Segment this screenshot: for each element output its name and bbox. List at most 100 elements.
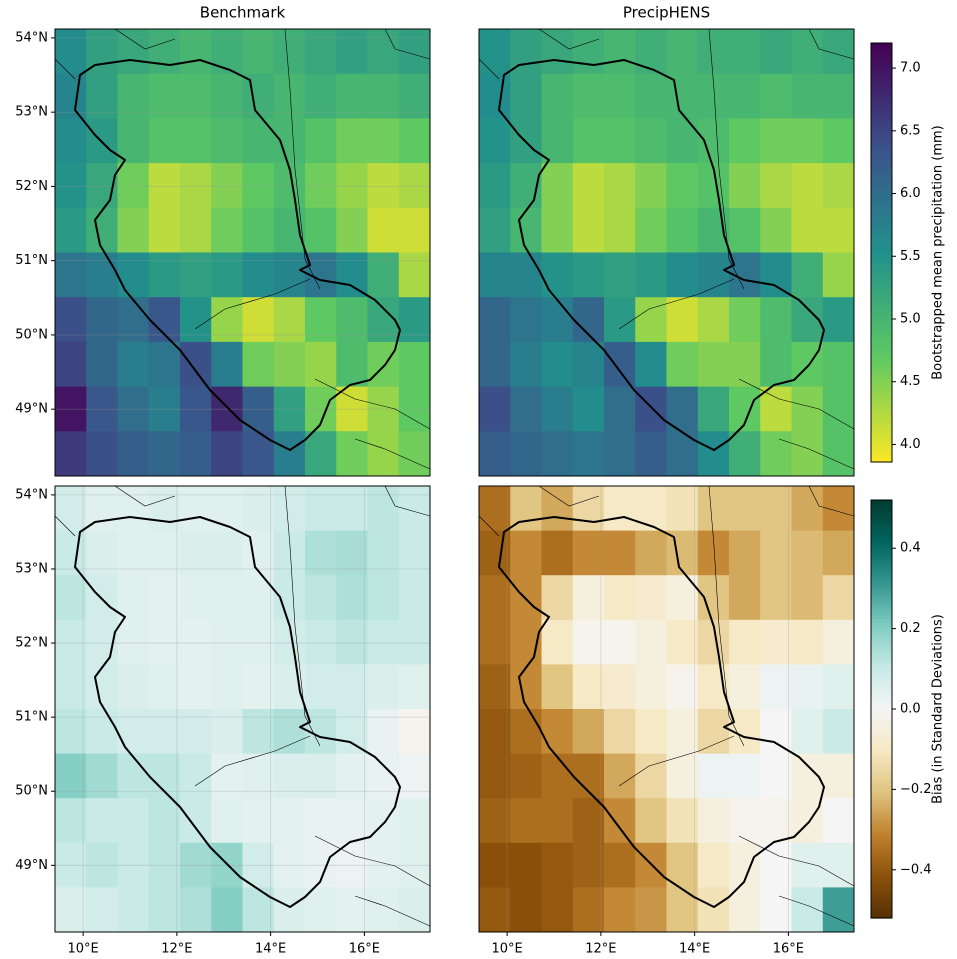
cell	[666, 798, 699, 844]
colorbar-step	[871, 541, 892, 546]
cell	[398, 386, 431, 432]
cell	[367, 798, 400, 844]
cell	[697, 431, 730, 477]
cell	[86, 753, 118, 799]
colorbar-step	[871, 371, 892, 376]
colorbar-step	[871, 63, 892, 69]
colorbar-step	[871, 455, 892, 460]
colorbar-step	[871, 88, 892, 93]
colorbar-step	[871, 399, 892, 404]
cell	[666, 163, 699, 209]
cell	[180, 207, 212, 253]
cell	[479, 29, 511, 75]
cell	[336, 252, 368, 298]
cell	[117, 386, 150, 432]
cell	[117, 252, 150, 298]
cell	[541, 297, 574, 343]
cell	[211, 73, 243, 119]
colorbar-step	[871, 123, 892, 128]
colorbar-step	[871, 182, 892, 187]
cell	[242, 619, 275, 665]
cell	[148, 798, 181, 844]
colorbar-step	[871, 325, 892, 330]
cell	[273, 341, 306, 388]
cell	[760, 664, 792, 710]
cell	[729, 297, 761, 343]
cell	[822, 664, 855, 710]
cell	[760, 386, 792, 432]
colorbar-step	[871, 186, 892, 191]
cell	[398, 709, 431, 755]
panel	[479, 29, 855, 477]
cell	[336, 709, 368, 755]
cell	[398, 431, 431, 477]
cell	[305, 530, 337, 576]
cell	[729, 29, 761, 75]
colorbar-step	[871, 702, 892, 707]
x-tick-label: 10°E	[491, 942, 522, 957]
cell	[666, 575, 699, 621]
colorbar-step	[871, 119, 892, 124]
cell	[510, 709, 542, 755]
colorbar-step	[871, 639, 892, 644]
colorbar-step	[871, 904, 892, 909]
colorbar-step	[871, 262, 892, 268]
cell	[541, 887, 574, 933]
colorbar-step	[871, 670, 892, 675]
cell	[635, 252, 667, 298]
colorbar-step	[871, 91, 892, 96]
cell	[180, 619, 212, 665]
cell	[697, 29, 730, 75]
cell	[572, 486, 605, 532]
cell	[541, 207, 574, 253]
colorbar-step	[871, 506, 892, 512]
colorbar-step	[871, 67, 892, 72]
cell	[117, 709, 150, 755]
cell	[242, 709, 275, 755]
cell	[180, 252, 212, 298]
cell	[479, 341, 511, 388]
colorbar-label: Bootstrapped mean precipitation (mm)	[931, 125, 946, 380]
colorbar-step	[871, 427, 892, 432]
cell	[336, 341, 368, 388]
cell	[55, 431, 87, 477]
x-tick-label: 14°E	[255, 942, 286, 957]
cell	[697, 297, 730, 343]
cell	[791, 842, 824, 888]
cell	[180, 530, 212, 576]
cell	[791, 709, 824, 755]
cell	[635, 386, 667, 432]
colorbar-step	[871, 161, 892, 166]
colorbar-step	[871, 224, 892, 229]
colorbar-step	[871, 420, 892, 425]
cell	[148, 709, 181, 755]
cell	[666, 530, 699, 576]
colorbar-step	[871, 273, 892, 278]
cell	[398, 297, 431, 343]
colorbar-step	[871, 105, 892, 110]
cell	[336, 386, 368, 432]
cell	[760, 297, 792, 343]
cell	[822, 297, 855, 343]
cell	[148, 341, 181, 388]
cell	[666, 664, 699, 710]
cell	[242, 575, 275, 621]
y-tick-label: 49°N	[15, 858, 48, 873]
cell	[398, 163, 431, 209]
cell	[604, 252, 636, 298]
colorbar-step	[871, 517, 892, 522]
cell	[760, 887, 792, 933]
cell	[336, 297, 368, 343]
cell	[367, 486, 400, 532]
cell	[572, 709, 605, 755]
colorbar-step	[871, 252, 892, 257]
cell	[86, 252, 118, 298]
cell	[635, 887, 667, 933]
cell	[86, 207, 118, 253]
cell	[791, 530, 824, 576]
cell	[635, 163, 667, 209]
cell	[604, 297, 636, 343]
colorbar-step	[871, 332, 892, 337]
cell	[367, 207, 400, 253]
